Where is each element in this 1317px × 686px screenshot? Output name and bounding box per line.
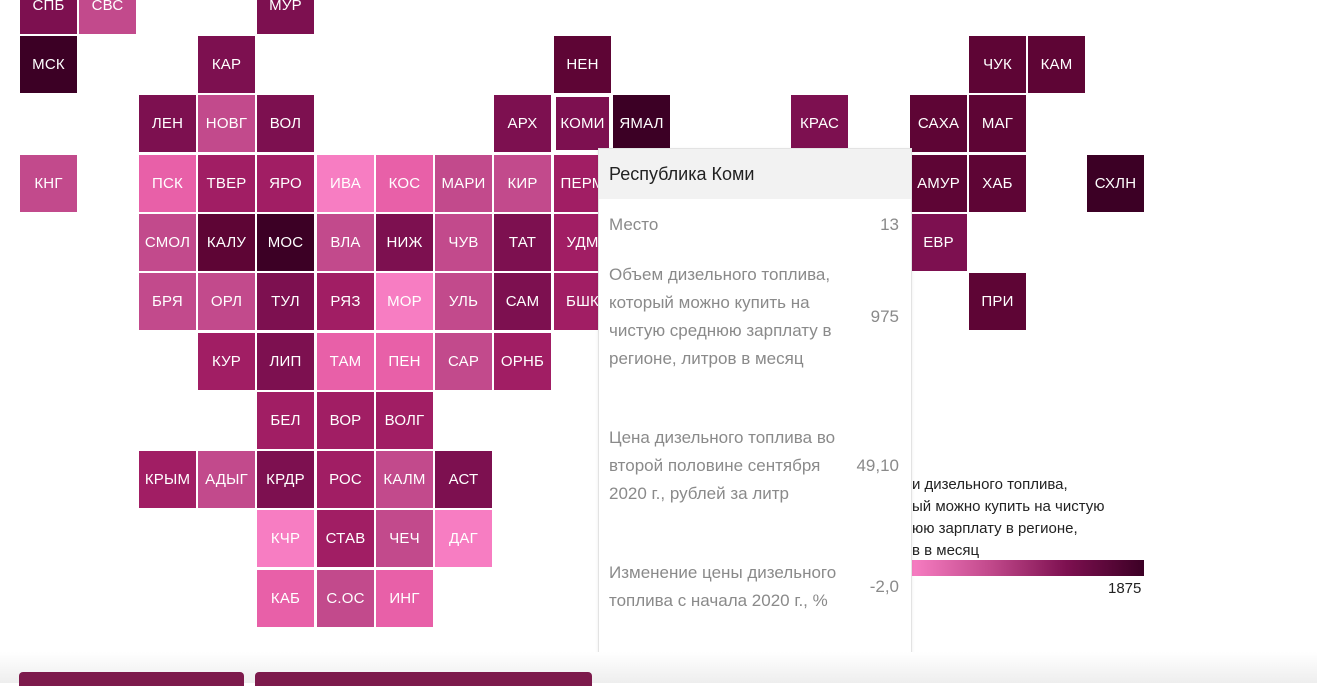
region-tile[interactable]: КАМ xyxy=(1028,36,1085,93)
region-tile[interactable]: МОР xyxy=(376,273,433,330)
region-tile[interactable]: ПРИ xyxy=(969,273,1026,330)
region-tile[interactable]: АДЫГ xyxy=(198,451,255,508)
region-tile[interactable]: ДАГ xyxy=(435,510,492,567)
tooltip-price-row: Цена дизельного топлива во второй полови… xyxy=(609,424,899,508)
region-tile[interactable]: АСТ xyxy=(435,451,492,508)
region-tile[interactable]: АМУР xyxy=(910,155,967,212)
region-tile[interactable]: ОРЛ xyxy=(198,273,255,330)
region-tile[interactable]: КРАС xyxy=(791,95,848,152)
region-tile[interactable]: ИНГ xyxy=(376,570,433,627)
region-tile[interactable]: БЕЛ xyxy=(257,392,314,449)
tooltip-rank-value: 13 xyxy=(880,215,899,234)
region-tile[interactable]: УЛЬ xyxy=(435,273,492,330)
region-tile[interactable]: КАЛМ xyxy=(376,451,433,508)
region-tile[interactable]: КОМИ xyxy=(554,95,611,152)
region-tile[interactable]: ЧУК xyxy=(969,36,1026,93)
region-tile[interactable]: ВОР xyxy=(317,392,374,449)
bottom-tab-button-1[interactable] xyxy=(19,672,244,686)
legend-title: и дизельного топлива, ый можно купить на… xyxy=(912,476,1105,559)
region-tile[interactable]: КАЛУ xyxy=(198,214,255,271)
region-tile[interactable]: СХЛН xyxy=(1087,155,1144,212)
region-tile[interactable]: САМ xyxy=(494,273,551,330)
tooltip-region-name: Республика Коми xyxy=(599,149,911,199)
tooltip-volume-label: Объем дизельного топлива, который можно … xyxy=(609,265,832,368)
region-tile[interactable]: КУР xyxy=(198,333,255,390)
region-tile[interactable]: ВОЛГ xyxy=(376,392,433,449)
tooltip-rank-label: Место xyxy=(609,215,659,234)
region-tile[interactable]: СМОЛ xyxy=(139,214,196,271)
region-tile[interactable]: РОС xyxy=(317,451,374,508)
region-tile[interactable]: СПБ xyxy=(20,0,77,34)
region-tile[interactable]: АРХ xyxy=(494,95,551,152)
region-tile[interactable]: САХА xyxy=(910,95,967,152)
region-tile[interactable]: МАГ xyxy=(969,95,1026,152)
region-tile[interactable]: САР xyxy=(435,333,492,390)
region-tile[interactable]: ПЕН xyxy=(376,333,433,390)
tooltip-volume-value: 975 xyxy=(870,307,899,326)
region-tile[interactable]: ЯМАЛ xyxy=(613,95,670,152)
region-tile[interactable]: КОС xyxy=(376,155,433,212)
tooltip-change-label: Изменение цены дизельного топлива с нача… xyxy=(609,563,837,610)
region-tile[interactable]: СТАВ xyxy=(317,510,374,567)
tooltip-price-label: Цена дизельного топлива во второй полови… xyxy=(609,428,836,503)
region-tile[interactable]: ЕВР xyxy=(910,214,967,271)
region-tile[interactable]: ТВЕР xyxy=(198,155,255,212)
region-tile[interactable]: ЯРО xyxy=(257,155,314,212)
tooltip-change-value: -2,0 xyxy=(869,577,899,596)
region-tile[interactable]: НИЖ xyxy=(376,214,433,271)
region-tile[interactable]: МАРИ xyxy=(435,155,492,212)
region-tile[interactable]: КЧР xyxy=(257,510,314,567)
bottom-tab-button-2[interactable] xyxy=(255,672,592,686)
tooltip-rank-row: Место 13 xyxy=(609,211,899,239)
tooltip-change-row: Изменение цены дизельного топлива с нача… xyxy=(609,559,899,615)
region-tile[interactable]: ЛЕН xyxy=(139,95,196,152)
region-tile[interactable]: ТАМ xyxy=(317,333,374,390)
region-tile[interactable]: КРЫМ xyxy=(139,451,196,508)
region-tile[interactable]: ТУЛ xyxy=(257,273,314,330)
region-tile[interactable]: КАР xyxy=(198,36,255,93)
legend-gradient-bar xyxy=(912,560,1144,576)
region-tile[interactable]: КРДР xyxy=(257,451,314,508)
region-tile[interactable]: ПСК xyxy=(139,155,196,212)
region-tile[interactable]: МОС xyxy=(257,214,314,271)
region-tile[interactable]: ЧУВ xyxy=(435,214,492,271)
region-tile[interactable]: НОВГ xyxy=(198,95,255,152)
legend-max-value: 1875 xyxy=(1108,580,1142,597)
region-tile[interactable]: ЛИП xyxy=(257,333,314,390)
region-tile[interactable]: С.ОС xyxy=(317,570,374,627)
region-tile[interactable]: РЯЗ xyxy=(317,273,374,330)
region-tile[interactable]: СВС xyxy=(79,0,136,34)
region-tile[interactable]: ВОЛ xyxy=(257,95,314,152)
region-tile[interactable]: ЧЕЧ xyxy=(376,510,433,567)
region-tile[interactable]: ОРНБ xyxy=(494,333,551,390)
tooltip-price-value: 49,10 xyxy=(856,456,899,475)
region-tile[interactable]: БРЯ xyxy=(139,273,196,330)
region-tile[interactable]: ВЛА xyxy=(317,214,374,271)
region-tile[interactable]: МСК xyxy=(20,36,77,93)
region-tile[interactable]: КИР xyxy=(494,155,551,212)
region-tile[interactable]: ТАТ xyxy=(494,214,551,271)
region-tile[interactable]: ХАБ xyxy=(969,155,1026,212)
region-tile[interactable]: ИВА xyxy=(317,155,374,212)
region-tile[interactable]: МУР xyxy=(257,0,314,34)
region-tile[interactable]: НЕН xyxy=(554,36,611,93)
region-tile[interactable]: КАБ xyxy=(257,570,314,627)
region-tile[interactable]: КНГ xyxy=(20,155,77,212)
region-tooltip: Республика Коми Место 13 Объем дизельног… xyxy=(598,148,912,654)
tooltip-volume-row: Объем дизельного топлива, который можно … xyxy=(609,261,899,373)
